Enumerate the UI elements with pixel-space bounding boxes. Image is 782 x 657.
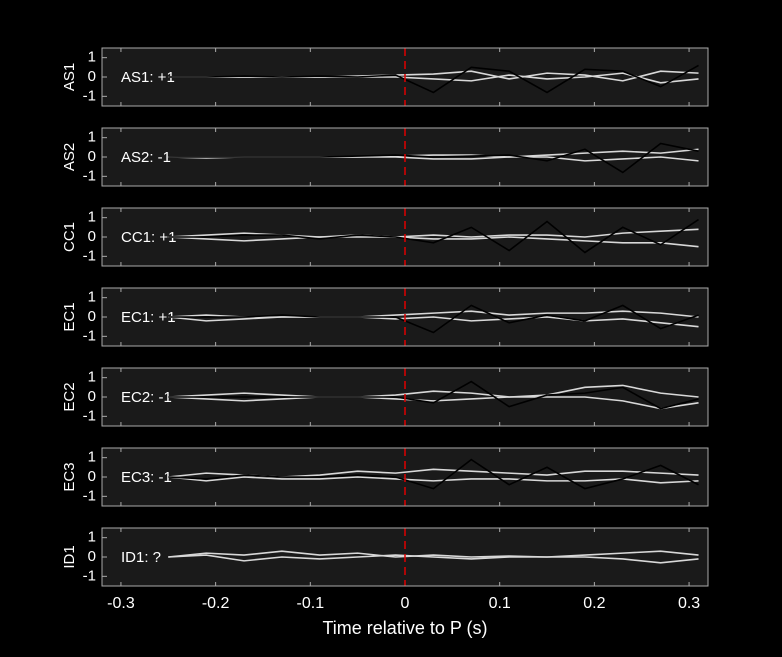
- y-tick-label: 0: [88, 548, 96, 565]
- trace: [168, 64, 699, 94]
- axes-frame: [101, 207, 709, 267]
- trace: [168, 550, 699, 558]
- y-tick-label: 1: [88, 369, 96, 386]
- axes-frame: [101, 47, 709, 107]
- y-tick-label: 0: [88, 388, 96, 405]
- trace: [168, 218, 699, 254]
- x-tick-label: 0.2: [583, 595, 605, 612]
- x-tick-label: -0.2: [202, 595, 230, 612]
- annotation: AS2: -1: [121, 149, 171, 166]
- trace: [168, 304, 699, 334]
- trace: [168, 476, 699, 484]
- y-tick-label: 1: [88, 129, 96, 146]
- annotation: AS1: +1: [121, 69, 175, 86]
- trace: [168, 142, 699, 174]
- y-tick-label: 1: [88, 449, 96, 466]
- x-tick-label: -0.3: [107, 595, 135, 612]
- annotation: EC1: +1: [121, 309, 176, 326]
- x-tick-label: 0.3: [678, 595, 700, 612]
- trace: [168, 396, 699, 410]
- annotation: CC1: +1: [121, 229, 176, 246]
- y-tick-label: -1: [83, 407, 96, 424]
- y-axis-label: AS2: [61, 143, 78, 171]
- axes-frame: [101, 287, 709, 347]
- y-tick-label: 1: [88, 49, 96, 66]
- y-tick-label: -1: [83, 567, 96, 584]
- axes-frame: [101, 447, 709, 507]
- trace: [168, 458, 699, 490]
- axes-frame: [101, 527, 709, 587]
- x-tick-label: 0: [401, 595, 410, 612]
- y-axis-label: EC1: [61, 302, 78, 331]
- trace: [168, 316, 699, 328]
- y-axis-label: EC2: [61, 382, 78, 411]
- y-axis-label: EC3: [61, 462, 78, 491]
- y-tick-label: 1: [88, 209, 96, 226]
- y-tick-label: 0: [88, 308, 96, 325]
- y-tick-label: 0: [88, 68, 96, 85]
- x-axis-label: Time relative to P (s): [322, 618, 487, 638]
- y-axis-label: AS1: [61, 63, 78, 91]
- trace: [168, 380, 699, 410]
- y-tick-label: 1: [88, 289, 96, 306]
- y-tick-label: -1: [83, 327, 96, 344]
- y-tick-label: -1: [83, 87, 96, 104]
- trace: [168, 236, 699, 248]
- annotation: ID1: ?: [121, 549, 161, 566]
- axes-frame: [101, 367, 709, 427]
- y-tick-label: -1: [83, 247, 96, 264]
- y-tick-label: 0: [88, 148, 96, 165]
- axes-frame: [101, 127, 709, 187]
- x-tick-label: -0.1: [297, 595, 325, 612]
- y-tick-label: 1: [88, 529, 96, 546]
- y-axis-label: CC1: [61, 222, 78, 252]
- y-tick-label: 0: [88, 228, 96, 245]
- y-tick-label: 0: [88, 468, 96, 485]
- y-tick-label: -1: [83, 487, 96, 504]
- trace: [168, 384, 699, 398]
- annotation: EC3: -1: [121, 469, 172, 486]
- annotation: EC2: -1: [121, 389, 172, 406]
- trace: [168, 554, 699, 564]
- y-tick-label: -1: [83, 167, 96, 184]
- trace: [168, 228, 699, 238]
- x-tick-label: 0.1: [489, 595, 511, 612]
- y-axis-label: ID1: [61, 545, 78, 568]
